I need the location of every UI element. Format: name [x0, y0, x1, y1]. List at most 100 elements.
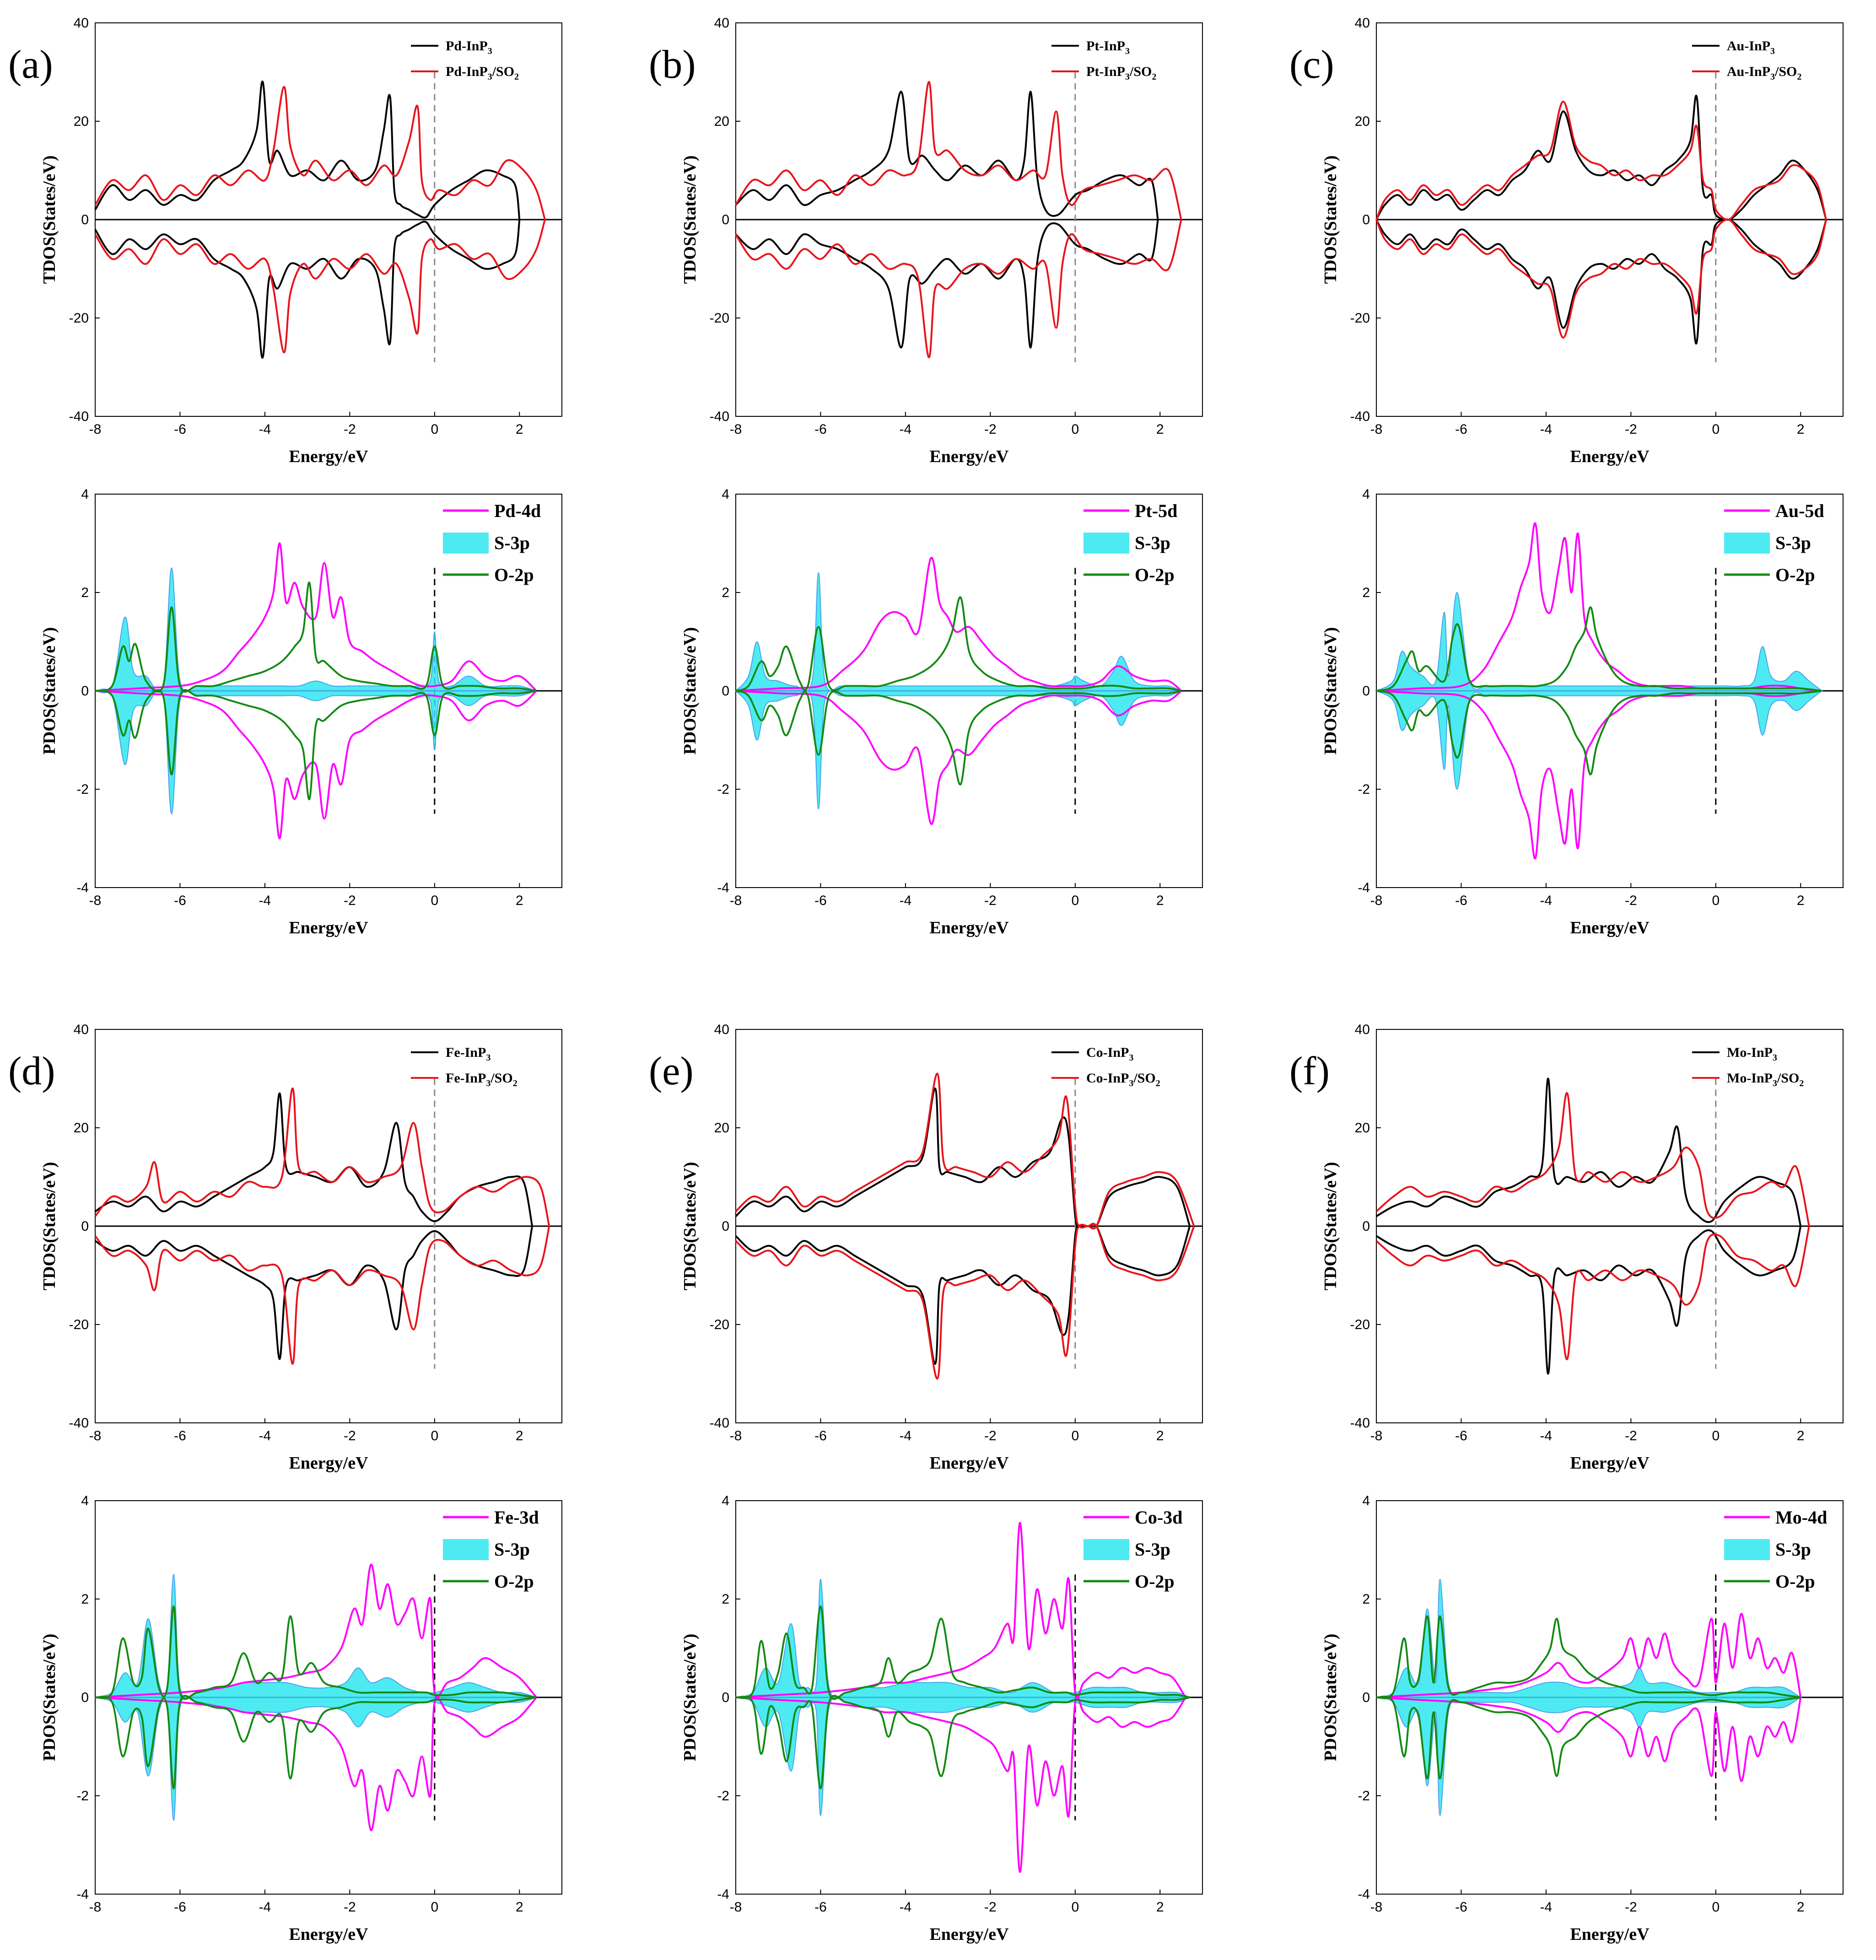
y-axis-label: PDOS(States/eV): [1321, 627, 1340, 755]
x-tick-label: -4: [1540, 422, 1553, 437]
tdos-spin-up-line: [94, 1092, 534, 1227]
s3p-fill-down: [95, 688, 537, 814]
y-tick-label: 0: [81, 1690, 89, 1705]
legend-swatch: [1724, 533, 1770, 554]
x-axis-label: Energy/eV: [1570, 447, 1650, 466]
tdos-spin-down-line: [735, 219, 1159, 349]
legend-label: Mo-4d: [1775, 1507, 1827, 1528]
legend-tail: /SO: [1133, 1071, 1155, 1086]
legend-main: Au-InP: [1727, 38, 1770, 54]
legend-label: S-3p: [1775, 533, 1811, 553]
x-tick-label: 0: [1071, 893, 1079, 908]
tdos-chart-pt: -8 -6 -4 -2 0 2-40-2002040Energy/eVTDOS(State…: [680, 16, 1203, 466]
legend-label: Fe-3d: [494, 1507, 539, 1528]
y-tick-label: 20: [1355, 1120, 1370, 1136]
legend-label: Pt-InP3/SO2: [1086, 64, 1156, 82]
y-tick-label: 2: [1362, 585, 1370, 600]
tdos-spin-down-line: [94, 219, 521, 359]
tdos-spin-down-line: [94, 1226, 550, 1365]
legend-label: S-3p: [1775, 1539, 1811, 1560]
metal-d-down-line: [1376, 1696, 1802, 1782]
legend-swatch: [1084, 1539, 1129, 1560]
legend-sub: 3: [488, 72, 492, 82]
s3p-fill-down: [95, 1696, 537, 1821]
x-tick-label: -6: [814, 893, 827, 908]
s3p-fill-down: [1375, 690, 1823, 790]
y-axis-label: TDOS(States/eV): [680, 156, 700, 284]
y-tick-label: 40: [1355, 1022, 1370, 1037]
legend-tail: /SO: [490, 1071, 512, 1086]
y-tick-label: -2: [717, 782, 729, 797]
x-tick-label: -4: [259, 1900, 271, 1915]
legend-label: S-3p: [1135, 1539, 1170, 1560]
legend-label: S-3p: [494, 1539, 530, 1560]
y-tick-label: 20: [1355, 114, 1370, 129]
panel-label: (d): [8, 1049, 55, 1093]
legend-label: Pd-InP3/SO2: [446, 64, 519, 82]
o2p-down-line: [735, 690, 1182, 786]
x-tick-label: 0: [1071, 422, 1079, 437]
legend-main: Pt-InP: [1086, 38, 1125, 54]
legend-label: Fe-InP3/SO2: [446, 1071, 518, 1088]
x-tick-label: -6: [1455, 1900, 1467, 1915]
y-tick-label: 4: [722, 1493, 729, 1508]
y-axis-label: TDOS(States/eV): [680, 1162, 700, 1291]
y-tick-label: 2: [81, 1592, 89, 1607]
x-tick-label: -2: [984, 1900, 997, 1915]
panel-label: (f): [1289, 1049, 1330, 1093]
metal-d-down-line: [735, 1695, 1186, 1873]
legend-main: Mo-InP: [1727, 1045, 1773, 1060]
tdos-chart-co: -8 -6 -4 -2 0 2-40-2002040Energy/eVTDOS(State…: [680, 1022, 1203, 1473]
x-axis-label: Energy/eV: [929, 1454, 1009, 1473]
y-axis-label: PDOS(States/eV): [680, 627, 700, 755]
x-tick-label: 2: [1797, 893, 1805, 908]
x-tick-label: -6: [174, 893, 186, 908]
tdos-spin-down-line: [735, 1222, 1195, 1380]
y-tick-label: -40: [1350, 409, 1370, 424]
y-tick-label: -20: [69, 311, 89, 326]
pdos-chart-fe: -8 -6 -4 -2 0 2 -4 -2 0 2 4 Energy/eV PDOS(States/eV…: [40, 1493, 562, 1944]
o2p-up-line: [735, 1605, 1190, 1700]
legend-main: Pt-InP: [1086, 64, 1125, 79]
pdos-chart-co: -8 -6 -4 -2 0 2 -4 -2 0 2 4 Energy/eV PDOS(States/eV…: [680, 1493, 1203, 1944]
y-tick-label: 2: [722, 1592, 729, 1607]
y-axis-label: TDOS(States/eV): [1321, 1162, 1340, 1291]
y-tick-label: 4: [81, 1493, 89, 1508]
legend-label: Au-5d: [1775, 501, 1824, 521]
o2p-up-line: [95, 1605, 537, 1700]
x-tick-label: 0: [1071, 1900, 1079, 1915]
legend-tail: /SO: [492, 64, 514, 79]
y-tick-label: -4: [1358, 880, 1370, 895]
x-axis-label: Energy/eV: [929, 447, 1009, 466]
legend-sub: 3: [1125, 46, 1130, 56]
x-tick-label: -8: [89, 1428, 102, 1443]
y-tick-label: 0: [722, 1690, 729, 1705]
pdos-chart-au: -8 -6 -4 -2 0 2 -4 -2 0 2 4 Energy/eV PDOS(States/eV…: [1321, 487, 1844, 937]
legend-sub2: 2: [1156, 1078, 1160, 1088]
legend-main: Au-InP: [1727, 64, 1770, 79]
tdos-spin-up-line: [94, 81, 521, 220]
x-tick-label: -2: [984, 893, 997, 908]
legend-main: Fe-InP: [446, 1071, 486, 1086]
metal-d-up-line: [95, 542, 537, 692]
y-tick-label: -40: [1350, 1416, 1370, 1431]
x-tick-label: -2: [1625, 1900, 1637, 1915]
x-tick-label: -6: [174, 422, 186, 437]
legend-tail: /SO: [1777, 1071, 1799, 1086]
y-tick-label: -40: [710, 1416, 729, 1431]
legend-label: Co-3d: [1135, 1507, 1182, 1528]
o2p-up-line: [1376, 1615, 1801, 1700]
x-axis-label: Energy/eV: [929, 1925, 1009, 1944]
legend-sub2: 2: [514, 72, 519, 82]
s3p-fill-down: [734, 690, 1181, 810]
y-tick-label: 0: [722, 212, 729, 227]
metal-d-down-line: [95, 1696, 537, 1831]
y-tick-label: -20: [1350, 1317, 1370, 1332]
y-tick-label: 0: [81, 684, 89, 699]
panel-label: (a): [8, 43, 53, 87]
tdos-spin-up-line: [1375, 94, 1827, 221]
legend-label: Co-InP3: [1086, 1045, 1133, 1063]
y-tick-label: 0: [722, 1219, 729, 1234]
x-tick-label: -8: [730, 893, 742, 908]
